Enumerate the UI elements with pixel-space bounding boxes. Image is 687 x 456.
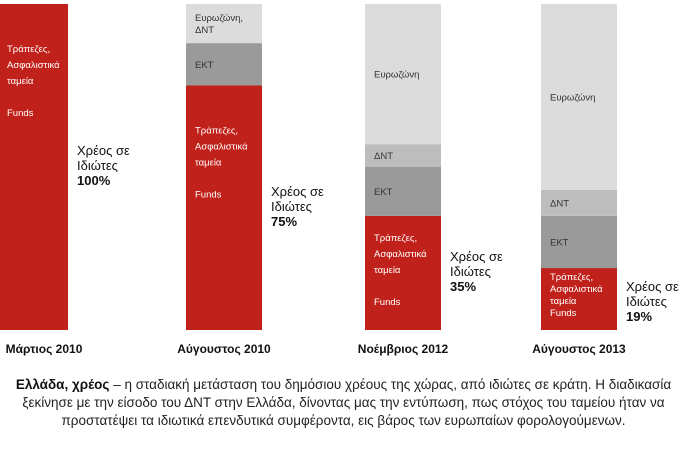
segment-label: ΔΝΤ [550, 198, 569, 209]
bar-segment-eurozone_imf [186, 4, 262, 44]
bar-segment-private [541, 268, 617, 330]
segment-label: Ευρωζώνη [550, 92, 595, 103]
category-label: Μάρτιος 2010 [6, 342, 83, 356]
side-label: Ιδιώτες [626, 294, 667, 309]
segment-label: Funds [374, 297, 401, 308]
segment-label: ΔΝΤ [195, 25, 214, 36]
caption: Ελλάδα, χρέος – η σταδιακή μετάσταση του… [0, 376, 687, 430]
segment-label: ταμεία [374, 265, 401, 276]
segment-label: Τράπεζες, [195, 126, 238, 137]
segment-label: ταμεία [550, 296, 577, 307]
segment-label: Ασφαλιστικά [374, 249, 427, 260]
segment-label: ταμεία [7, 76, 34, 87]
bar-segment-eurozone [365, 4, 441, 145]
segment-label: Ευρωζώνη, [195, 13, 243, 24]
side-label: Χρέος σε [626, 279, 679, 294]
side-percent: 75% [271, 214, 297, 229]
bar-segment-ecb [365, 167, 441, 216]
category-label: Νοέμβριος 2012 [358, 342, 449, 356]
bar-segment-private [0, 4, 68, 330]
caption-body: – η σταδιακή μετάσταση του δημόσιου χρέο… [22, 377, 672, 428]
segment-label: Τράπεζες, [374, 233, 417, 244]
segment-label: ΕΚΤ [550, 237, 569, 248]
side-label: Χρέος σε [450, 249, 503, 264]
side-label: Χρέος σε [271, 184, 324, 199]
segment-label: Ασφαλιστικά [195, 142, 248, 153]
side-percent: 19% [626, 309, 652, 324]
bar-segment-private [365, 215, 441, 330]
segment-label: Funds [195, 190, 222, 201]
segment-label: ΕΚΤ [195, 60, 214, 71]
bar-segment-ecb [186, 43, 262, 86]
segment-label: Funds [550, 308, 577, 319]
segment-label: ταμεία [195, 158, 222, 169]
category-label: Αύγουστος 2013 [532, 342, 626, 356]
bar-segment-imf [541, 189, 617, 216]
caption-heading: Ελλάδα, χρέος [15, 377, 110, 392]
segment-label: Τράπεζες, [7, 44, 50, 55]
segment-label: Funds [7, 108, 34, 119]
side-label: Ιδιώτες [450, 264, 491, 279]
bar-segment-eurozone [541, 4, 617, 190]
segment-label: Ευρωζώνη [374, 70, 419, 81]
segment-label: Τράπεζες, [550, 272, 593, 283]
side-label: Ιδιώτες [77, 158, 118, 173]
segment-label: Ασφαλιστικά [7, 60, 60, 71]
side-label: Χρέος σε [77, 143, 130, 158]
segment-label: ΔΝΤ [374, 151, 393, 162]
bar-segment-ecb [541, 215, 617, 269]
segment-label: ΕΚΤ [374, 187, 393, 198]
side-percent: 35% [450, 279, 476, 294]
category-label: Αύγουστος 2010 [177, 342, 271, 356]
segment-label: Ασφαλιστικά [550, 284, 603, 295]
bar-segment-private [186, 85, 262, 330]
bar-segment-imf [365, 144, 441, 167]
side-percent: 100% [77, 173, 111, 188]
side-label: Ιδιώτες [271, 199, 312, 214]
